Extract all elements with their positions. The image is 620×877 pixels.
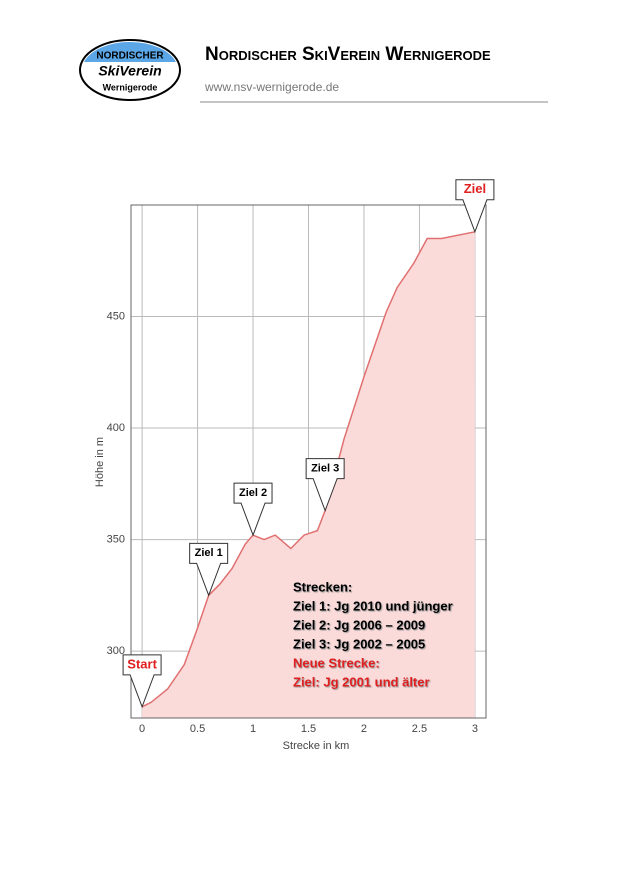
callout-label: Ziel 1 bbox=[195, 547, 223, 559]
x-tick-label: 2.5 bbox=[412, 723, 427, 735]
callout bbox=[455, 179, 495, 234]
logo-text: Wernigerode bbox=[103, 82, 158, 92]
x-tick-label: 3 bbox=[472, 723, 478, 735]
area-fill bbox=[142, 231, 475, 719]
y-tick-label: 400 bbox=[107, 422, 125, 434]
legend-line: Ziel 1: Jg 2010 und jünger bbox=[293, 598, 453, 613]
header-title: Nordischer SkiVerein Wernigerode bbox=[205, 44, 491, 65]
legend-line: Strecken: bbox=[293, 579, 352, 594]
callout bbox=[233, 482, 273, 537]
callout-label: Ziel 3 bbox=[311, 462, 339, 474]
callout-label: Start bbox=[127, 656, 157, 671]
callout bbox=[122, 654, 162, 709]
line bbox=[141, 231, 476, 708]
callout-label: Ziel 2 bbox=[239, 487, 267, 499]
callout bbox=[189, 542, 229, 597]
legend-line: Ziel: Jg 2001 und älter bbox=[293, 674, 430, 689]
x-tick-label: 0 bbox=[139, 723, 145, 735]
y-tick-label: 300 bbox=[107, 645, 125, 657]
logo-sky bbox=[84, 41, 176, 62]
plot-frame bbox=[130, 204, 487, 719]
logo-text: SkiVerein bbox=[98, 63, 161, 79]
y-tick-label: 450 bbox=[107, 310, 125, 322]
x-tick-label: 1.5 bbox=[301, 723, 316, 735]
legend-line: Ziel 2: Jg 2006 – 2009 bbox=[293, 617, 425, 632]
legend-line: Ziel 3: Jg 2002 – 2005 bbox=[293, 636, 425, 651]
x-axis-label: Strecke in km bbox=[283, 740, 350, 752]
logo-text: NORDISCHER bbox=[96, 51, 164, 62]
x-tick-label: 1 bbox=[250, 723, 256, 735]
header-url: www.nsv-wernigerode.de bbox=[204, 80, 339, 94]
x-tick-label: 2 bbox=[361, 723, 367, 735]
legend-line: Neue Strecke: bbox=[293, 655, 380, 670]
y-axis-label: Höhe in m bbox=[94, 437, 106, 487]
x-tick-label: 0.5 bbox=[190, 723, 205, 735]
callout bbox=[305, 458, 345, 512]
callout-label: Ziel bbox=[464, 181, 486, 196]
y-tick-label: 350 bbox=[107, 533, 125, 545]
